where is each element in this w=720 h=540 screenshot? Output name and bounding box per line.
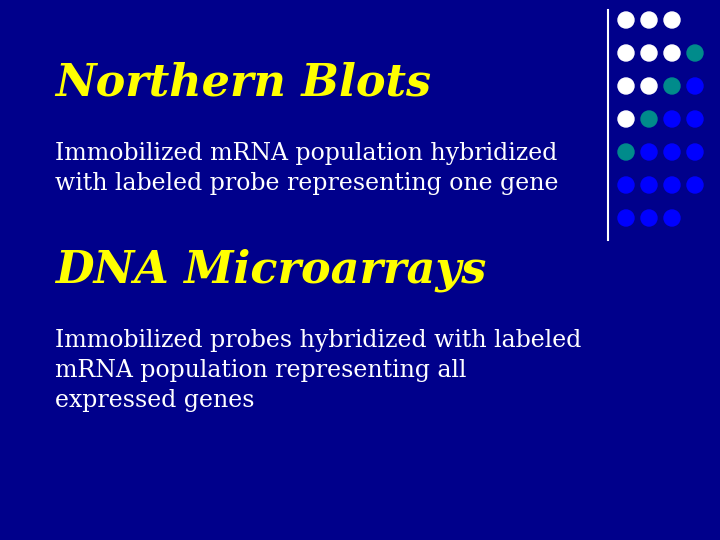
Circle shape: [618, 12, 634, 28]
Circle shape: [641, 210, 657, 226]
Text: expressed genes: expressed genes: [55, 389, 254, 412]
Text: with labeled probe representing one gene: with labeled probe representing one gene: [55, 172, 559, 195]
Text: Immobilized probes hybridized with labeled: Immobilized probes hybridized with label…: [55, 329, 581, 352]
Circle shape: [664, 177, 680, 193]
Text: Northern Blots: Northern Blots: [55, 62, 431, 105]
Text: m​RNA population representing all: m​RNA population representing all: [55, 359, 467, 382]
Circle shape: [687, 144, 703, 160]
Circle shape: [641, 111, 657, 127]
Circle shape: [687, 45, 703, 61]
Circle shape: [664, 45, 680, 61]
Circle shape: [618, 177, 634, 193]
Circle shape: [641, 12, 657, 28]
Text: Immobilized m​RNA population hybridized: Immobilized m​RNA population hybridized: [55, 142, 557, 165]
Text: DNA Microarrays: DNA Microarrays: [55, 248, 486, 292]
Circle shape: [641, 78, 657, 94]
Circle shape: [664, 210, 680, 226]
Circle shape: [687, 111, 703, 127]
Circle shape: [687, 78, 703, 94]
Circle shape: [664, 12, 680, 28]
Circle shape: [664, 144, 680, 160]
Circle shape: [664, 78, 680, 94]
Circle shape: [664, 111, 680, 127]
Circle shape: [687, 177, 703, 193]
Circle shape: [641, 177, 657, 193]
Circle shape: [618, 111, 634, 127]
Circle shape: [641, 45, 657, 61]
Circle shape: [641, 144, 657, 160]
Circle shape: [618, 144, 634, 160]
Circle shape: [618, 78, 634, 94]
Circle shape: [618, 45, 634, 61]
Circle shape: [618, 210, 634, 226]
